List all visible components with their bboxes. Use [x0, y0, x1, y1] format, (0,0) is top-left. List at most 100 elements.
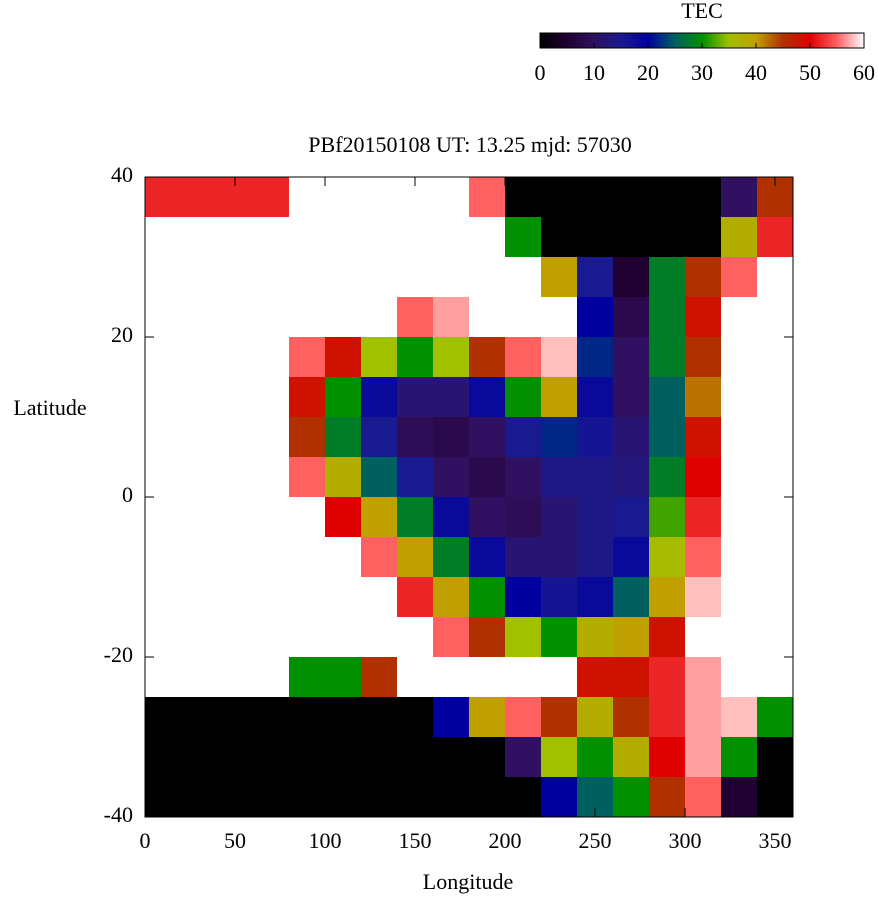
- heatmap-cell: [721, 617, 758, 658]
- heatmap-cell: [361, 577, 398, 618]
- heatmap-cell: [253, 337, 290, 378]
- heatmap-cell: [649, 257, 686, 298]
- heatmap-cell: [541, 537, 578, 578]
- colorbar-tick-label: 20: [637, 60, 659, 85]
- heatmap-cell: [361, 497, 398, 538]
- heatmap-cell: [649, 337, 686, 378]
- heatmap-cell: [685, 257, 722, 298]
- heatmap-cell: [721, 297, 758, 338]
- heatmap-cell: [325, 337, 362, 378]
- heatmap-cell: [253, 217, 290, 258]
- heatmap-cell: [289, 617, 326, 658]
- x-tick-label: 250: [579, 828, 612, 853]
- heatmap-cell: [433, 497, 470, 538]
- heatmap-cell: [649, 617, 686, 658]
- heatmap-cell: [613, 257, 650, 298]
- heatmap-cell: [685, 217, 722, 258]
- heatmap-cell: [685, 417, 722, 458]
- heatmap-cell: [469, 257, 506, 298]
- heatmap-cell: [613, 737, 650, 778]
- heatmap-cell: [253, 417, 290, 458]
- heatmap-cell: [289, 577, 326, 618]
- heatmap-cell: [505, 657, 542, 698]
- heatmap-cell: [577, 697, 614, 738]
- heatmap-cell: [649, 697, 686, 738]
- heatmap-cell: [505, 537, 542, 578]
- heatmap-cell: [685, 497, 722, 538]
- heatmap-cell: [721, 377, 758, 418]
- heatmap-cell: [325, 257, 362, 298]
- heatmap-cell: [361, 337, 398, 378]
- heatmap-cell: [721, 217, 758, 258]
- heatmap-cell: [505, 297, 542, 338]
- heatmap-cell: [757, 257, 794, 298]
- heatmap-cell: [289, 457, 326, 498]
- heatmap-cell: [433, 297, 470, 338]
- heatmap-cell: [613, 537, 650, 578]
- colorbar-tick-label: 60: [853, 60, 875, 85]
- heatmap-cell: [541, 777, 578, 818]
- heatmap-cell: [253, 777, 290, 818]
- heatmap-cell: [361, 777, 398, 818]
- heatmap-cell: [289, 377, 326, 418]
- heatmap-cell: [145, 537, 182, 578]
- heatmap-cell: [577, 497, 614, 538]
- heatmap-cell: [577, 657, 614, 698]
- heatmap-cell: [181, 617, 218, 658]
- heatmap-cell: [757, 617, 794, 658]
- heatmap-cell: [577, 337, 614, 378]
- heatmap-cell: [145, 617, 182, 658]
- heatmap-cell: [721, 177, 758, 218]
- heatmap-cell: [469, 177, 506, 218]
- heatmap-cell: [469, 537, 506, 578]
- colorbar-tick-label: 50: [799, 60, 821, 85]
- heatmap-cell: [217, 457, 254, 498]
- heatmap-cell: [613, 457, 650, 498]
- heatmap-cell: [325, 377, 362, 418]
- heatmap-cell: [361, 257, 398, 298]
- heatmap-cell: [685, 377, 722, 418]
- heatmap-cell: [181, 337, 218, 378]
- heatmap-cell: [325, 417, 362, 458]
- heatmap-cell: [397, 457, 434, 498]
- heatmap-cell: [469, 377, 506, 418]
- colorbar-label: TEC: [681, 0, 723, 23]
- heatmap-cell: [613, 497, 650, 538]
- heatmap-cell: [145, 777, 182, 818]
- y-axis-label: Latitude: [13, 395, 86, 420]
- heatmap-cell: [289, 297, 326, 338]
- heatmap-cell: [577, 737, 614, 778]
- heatmap-cell: [757, 737, 794, 778]
- heatmap-cell: [361, 297, 398, 338]
- heatmap-cell: [505, 577, 542, 618]
- heatmap-cell: [649, 297, 686, 338]
- heatmap-cell: [181, 737, 218, 778]
- heatmap-cell: [721, 697, 758, 738]
- heatmap-cell: [217, 337, 254, 378]
- heatmap-cell: [685, 577, 722, 618]
- heatmap-cell: [685, 457, 722, 498]
- heatmap-cell: [541, 657, 578, 698]
- heatmap-cell: [757, 417, 794, 458]
- heatmap-cell: [181, 777, 218, 818]
- heatmap-cell: [649, 457, 686, 498]
- heatmap-cell: [253, 657, 290, 698]
- heatmap-cell: [577, 457, 614, 498]
- heatmap-cell: [397, 217, 434, 258]
- heatmap-cell: [469, 577, 506, 618]
- heatmap-cell: [145, 657, 182, 698]
- heatmap-cell: [505, 337, 542, 378]
- heatmap-cell: [145, 457, 182, 498]
- heatmap-cell: [145, 577, 182, 618]
- heatmap-cell: [649, 537, 686, 578]
- heatmap-cell: [649, 497, 686, 538]
- heatmap-cell: [217, 297, 254, 338]
- heatmap-cell: [145, 257, 182, 298]
- heatmap-cell: [397, 297, 434, 338]
- heatmap-cell: [685, 297, 722, 338]
- heatmap-cell: [613, 297, 650, 338]
- heatmap-cell: [325, 537, 362, 578]
- heatmap-cell: [397, 257, 434, 298]
